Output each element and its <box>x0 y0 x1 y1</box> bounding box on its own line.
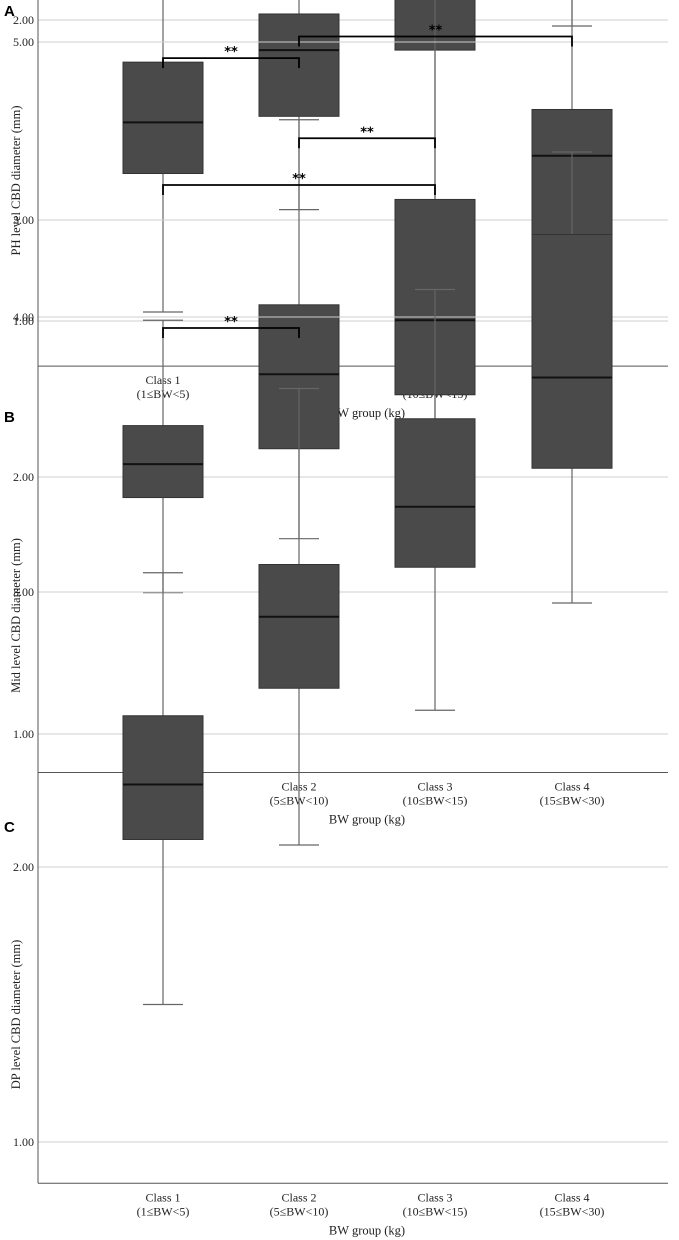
y-tick-label: 1.00 <box>13 727 34 741</box>
y-axis-label: Mid level CBD diameter (mm) <box>9 538 23 693</box>
significance-bracket: ** <box>298 24 573 47</box>
box-class-1 <box>122 319 204 594</box>
y-tick-label: 1.00 <box>13 1135 34 1149</box>
y-axis-label: DP level CBD diameter (mm) <box>9 940 23 1090</box>
x-category-name: Class 2 <box>281 1190 316 1204</box>
x-category-name: Class 4 <box>554 780 589 794</box>
significance-bracket: ** <box>162 315 300 338</box>
x-category-range: (15≤BW<30) <box>540 794 605 808</box>
y-tick-label: 3.00 <box>13 213 34 227</box>
panel-letter: A <box>4 3 15 20</box>
y-axis-label: PH level CBD diameter (mm) <box>9 106 23 256</box>
significance-label: ** <box>224 45 238 60</box>
y-tick-label: 3.00 <box>13 585 34 599</box>
x-category-name: Class 3 <box>417 780 452 794</box>
x-category-name: Class 3 <box>417 1190 452 1204</box>
significance-label: ** <box>429 24 443 39</box>
box-class-3 <box>394 288 476 711</box>
iqr-box <box>122 715 204 840</box>
y-tick-label: 2.00 <box>13 13 34 27</box>
significance-label: ** <box>292 172 306 187</box>
y-tick-label: 5.00 <box>13 35 34 49</box>
x-category-range: (15≤BW<30) <box>540 1204 605 1218</box>
y-tick-label: 2.00 <box>13 860 34 874</box>
box-class-1 <box>122 0 204 313</box>
x-category-name: Class 4 <box>554 1190 589 1204</box>
box-class-4 <box>531 151 613 604</box>
iqr-box <box>394 418 476 568</box>
x-axis-label: BW group (kg) <box>329 1223 405 1237</box>
significance-bracket: ** <box>162 45 300 69</box>
x-category-range: (10≤BW<15) <box>403 794 468 808</box>
box-class-1 <box>122 572 204 1006</box>
x-category-range: (5≤BW<10) <box>270 1204 329 1218</box>
bracket-line <box>162 327 300 338</box>
panel-letter: C <box>4 819 15 836</box>
bracket-line <box>298 137 436 149</box>
significance-label: ** <box>224 315 238 330</box>
x-category-name: Class 1 <box>145 1190 180 1204</box>
significance-bracket: ** <box>298 125 436 149</box>
y-tick-label: 4.00 <box>13 310 34 324</box>
x-axis-label: BW group (kg) <box>329 406 405 420</box>
box-class-2 <box>258 387 340 846</box>
panel-c: C 1.00 2.00 3.00 4.00 5.00 DP level CBD diamet… <box>4 0 668 1237</box>
x-axis-label: BW group (kg) <box>329 813 405 827</box>
y-tick-label: 1.00 <box>13 314 34 328</box>
iqr-box <box>531 234 613 469</box>
iqr-box <box>122 425 204 499</box>
x-category-range: (10≤BW<15) <box>403 1204 468 1218</box>
y-tick-label: 2.00 <box>13 470 34 484</box>
bracket-line <box>162 57 300 69</box>
significance-label: ** <box>360 125 374 140</box>
panel-letter: B <box>4 409 15 426</box>
x-category-range: (1≤BW<5) <box>137 1204 190 1218</box>
significance-bracket: ** <box>162 172 436 195</box>
iqr-box <box>122 61 204 175</box>
bracket-line <box>298 35 573 47</box>
bracket-line <box>162 184 436 195</box>
iqr-box <box>258 564 340 689</box>
